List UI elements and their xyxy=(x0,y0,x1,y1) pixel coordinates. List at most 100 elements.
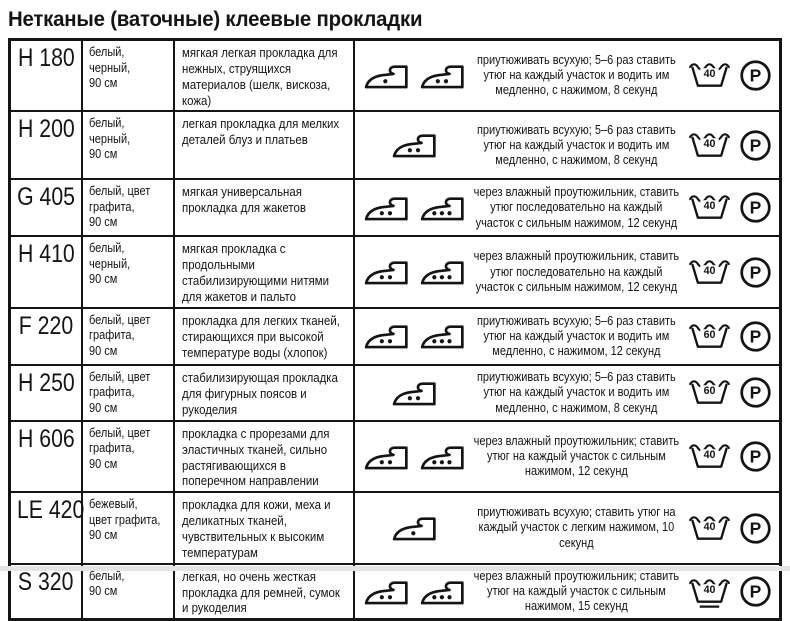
instructions-text: через влажный проутюжильник; ставить утю… xyxy=(473,433,680,479)
colors-cell: белый, 90 см xyxy=(83,564,175,619)
dry-clean-letter: P xyxy=(749,66,761,86)
instructions-text: приутюживать всухую; 5–6 раз ставить утю… xyxy=(476,122,676,168)
iron-2-dot-icon xyxy=(392,134,436,158)
dry-clean-letter: P xyxy=(749,262,761,282)
instructions-area: приутюживать всухую; 5–6 раз ставить утю… xyxy=(469,314,684,360)
wash-tub-icon: 60 xyxy=(684,320,734,353)
instructions-area: приутюживать всухую; 5–6 раз ставить утю… xyxy=(469,53,684,99)
care-instructions-cell: через влажный проутюжильник, ставить утю… xyxy=(355,180,779,235)
instructions-area: через влажный проутюжильник, ставить утю… xyxy=(469,249,684,295)
colors-text: белый, цвет графита, 90 см xyxy=(89,312,151,358)
table-row: H 410 белый, черный, 90 см мягкая прокла… xyxy=(11,235,779,307)
iron-icons xyxy=(359,514,469,542)
wash-temp-label: 40 xyxy=(703,584,715,596)
wash-tub-svg: 40 xyxy=(688,63,730,88)
description-text: стабилизирующая прокладка для фигурных п… xyxy=(182,369,338,417)
care-instructions-cell: приутюживать всухую; 5–6 раз ставить утю… xyxy=(355,112,779,178)
article-code: H 200 xyxy=(17,115,75,144)
iron-icons xyxy=(359,131,469,159)
article-code: H 180 xyxy=(17,44,75,72)
wash-tub-svg: 60 xyxy=(688,380,730,405)
instructions-area: приутюживать всухую; 5–6 раз ставить утю… xyxy=(469,370,684,416)
care-instructions-cell: через влажный проутюжильник, ставить утю… xyxy=(355,237,779,306)
wash-temp-label: 60 xyxy=(703,329,715,341)
description-cell: мягкая прокладка с продольными стабилизи… xyxy=(175,237,355,307)
article-code: H 606 xyxy=(17,424,75,453)
wash-tub-icon: 40 xyxy=(684,191,734,224)
instructions-area: приутюживать всухую; 5–6 раз ставить утю… xyxy=(469,123,684,169)
wash-temp-label: 40 xyxy=(703,265,715,277)
dry-clean-p-icon: P xyxy=(736,376,774,409)
colors-text: белый, черный, 90 см xyxy=(89,241,131,287)
wash-temp-label: 40 xyxy=(703,138,715,150)
dry-clean-p-icon: P xyxy=(736,440,774,473)
description-text: мягкая прокладка с продольными стабилизи… xyxy=(182,241,330,305)
care-instructions-cell: через влажный проутюжильник; ставить утю… xyxy=(355,422,779,491)
description-cell: прокладка для легких тканей, стирающихся… xyxy=(175,308,355,364)
wash-tub-svg: 40 xyxy=(688,259,730,284)
instructions-text: приутюживать всухую; 5–6 раз ставить утю… xyxy=(476,370,676,415)
colors-cell: белый, черный, 90 см xyxy=(83,237,175,307)
wash-tub-icon: 40 xyxy=(684,59,734,92)
wash-tub-svg: 40 xyxy=(688,515,730,540)
colors-text: белый, 90 см xyxy=(89,568,125,599)
wash-tub-icon: 40 xyxy=(684,512,734,545)
table-row: H 200 белый, черный, 90 см легкая прокла… xyxy=(11,110,779,179)
iron-icons xyxy=(359,194,469,222)
instructions-area: через влажный проутюжильник; ставить утю… xyxy=(469,434,684,480)
iron-3-dot-icon xyxy=(420,325,464,349)
dry-clean-p-icon: P xyxy=(736,191,774,224)
iron-1-dot-icon xyxy=(392,517,436,541)
iron-2-dot-icon xyxy=(364,261,408,285)
wash-tub-icon: 40 xyxy=(684,129,734,162)
wash-tub-icon: 40 xyxy=(684,575,734,608)
description-text: легкая прокладка для мелких деталей блуз… xyxy=(182,116,340,148)
dry-clean-p-svg: P xyxy=(739,257,771,288)
description-cell: стабилизирующая прокладка для фигурных п… xyxy=(175,365,355,420)
description-text: прокладка для кожи, меха и деликатных тк… xyxy=(182,497,331,560)
page-bottom-edge xyxy=(0,566,790,571)
wash-tub-svg: 60 xyxy=(688,324,730,348)
colors-text: белый, цвет графита, 90 см xyxy=(89,425,151,471)
article-code: S 320 xyxy=(18,567,74,596)
article-code-cell: H 250 xyxy=(11,365,83,420)
colors-text: белый, цвет графита, 90 см xyxy=(89,184,151,230)
wash-tub-svg: 40 xyxy=(688,579,730,608)
colors-cell: белый, цвет графита, 90 см xyxy=(83,421,175,492)
dry-clean-p-svg: P xyxy=(739,512,771,544)
article-code: F 220 xyxy=(18,311,74,340)
wash-tub-icon: 40 xyxy=(684,440,734,473)
dry-clean-p-icon: P xyxy=(736,320,774,353)
article-code-cell: H 180 xyxy=(11,41,83,111)
dry-clean-p-svg: P xyxy=(739,377,771,409)
dry-clean-letter: P xyxy=(749,198,761,218)
description-text: мягкая универсальная прокладка для жакет… xyxy=(182,184,306,216)
wash-tub-svg: 40 xyxy=(688,444,730,468)
description-cell: мягкая универсальная прокладка для жакет… xyxy=(175,180,355,236)
dry-clean-p-icon: P xyxy=(736,512,774,545)
description-cell: прокладка с прорезами для эластичных тка… xyxy=(175,421,355,492)
page-title: Нетканые (ваточные) клеевые прокладки xyxy=(8,8,423,31)
article-code-cell: S 320 xyxy=(11,564,83,619)
instructions-area: приутюживать всухую; ставить утюг на каж… xyxy=(469,505,684,551)
instructions-text: через влажный проутюжильник; ставить утю… xyxy=(473,568,680,614)
colors-text: белый, черный, 90 см xyxy=(89,45,131,90)
article-code: LE 420 xyxy=(16,496,85,525)
dry-clean-letter: P xyxy=(749,383,761,403)
wash-tub-svg: 40 xyxy=(688,133,730,157)
care-instructions-cell: через влажный проутюжильник; ставить утю… xyxy=(355,565,779,619)
colors-text: белый, черный, 90 см xyxy=(89,116,131,162)
iron-icons xyxy=(359,258,469,286)
wash-temp-label: 40 xyxy=(703,521,715,533)
article-code-cell: G 405 xyxy=(11,180,83,236)
instructions-area: через влажный проутюжильник; ставить утю… xyxy=(469,569,684,615)
instructions-text: через влажный проутюжильник, ставить утю… xyxy=(473,249,680,294)
table-row: G 405 белый, цвет графита, 90 см мягкая … xyxy=(11,178,779,236)
colors-cell: белый, цвет графита, 90 см xyxy=(83,180,175,236)
article-code-cell: H 410 xyxy=(11,237,83,307)
dry-clean-p-icon: P xyxy=(736,129,774,162)
iron-1-dot-icon xyxy=(364,65,408,89)
description-cell: прокладка для кожи, меха и деликатных тк… xyxy=(175,493,355,563)
care-instructions-cell: приутюживать всухую; 5–6 раз ставить утю… xyxy=(355,309,779,364)
instructions-text: приутюживать всухую; 5–6 раз ставить утю… xyxy=(476,313,676,359)
